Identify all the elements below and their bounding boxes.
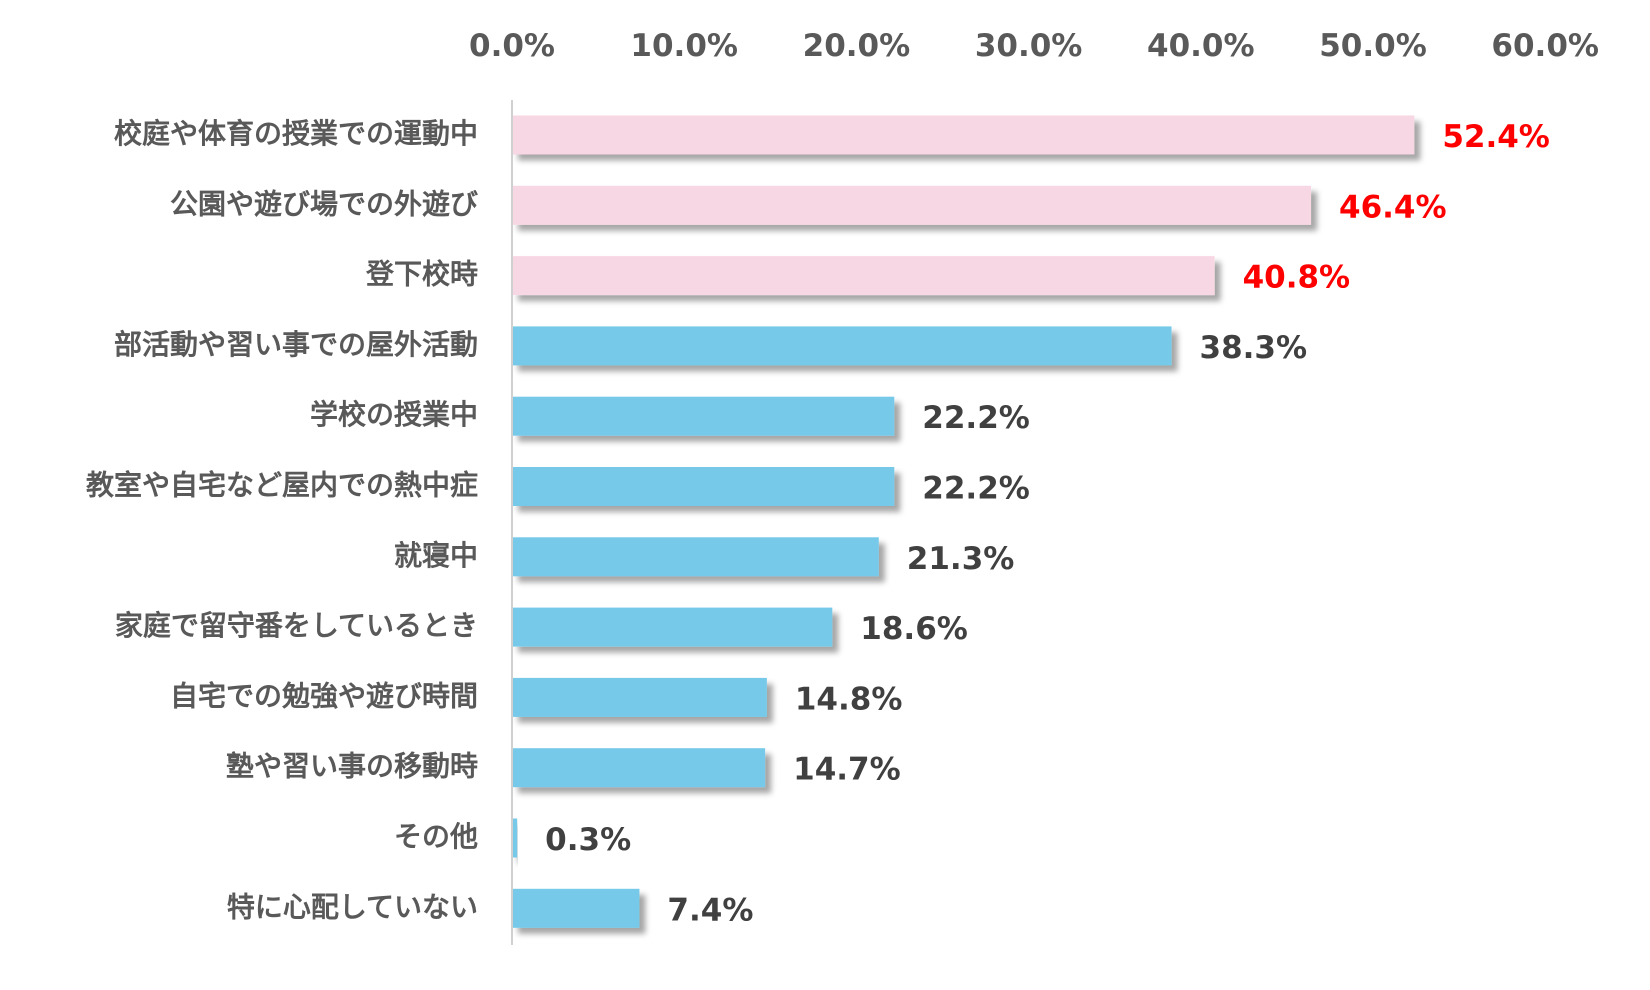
category-label: 校庭や体育の授業での運動中 xyxy=(114,117,478,150)
category-label: 登下校時 xyxy=(365,258,478,291)
bar xyxy=(512,115,1415,155)
value-label: 18.6% xyxy=(860,611,968,647)
value-label: 52.4% xyxy=(1442,119,1550,155)
bar xyxy=(512,888,640,928)
category-labels: 校庭や体育の授業での運動中公園や遊び場での外遊び登下校時部活動や習い事での屋外活… xyxy=(86,117,478,923)
value-labels: 52.4% 46.4% 40.8% 38.3% 22.2% 22.2% 21.3% 18.6%… xyxy=(545,119,1550,928)
value-label: 7.4% xyxy=(667,892,753,928)
bar xyxy=(512,607,833,647)
bar xyxy=(512,467,895,506)
x-tick-label: 50.0% xyxy=(1319,28,1427,64)
bar xyxy=(512,537,879,577)
x-tick-label: 60.0% xyxy=(1491,28,1599,64)
category-label: 特に心配していない xyxy=(227,890,478,923)
x-tick-label: 0.0% xyxy=(469,28,555,64)
x-tick-label: 10.0% xyxy=(630,28,738,64)
value-label: 38.3% xyxy=(1200,330,1308,366)
value-label: 22.2% xyxy=(922,471,1030,507)
category-label: 家庭で留守番をしているとき xyxy=(115,609,478,642)
bar xyxy=(512,326,1172,366)
value-label: 14.7% xyxy=(793,752,901,788)
value-label: 46.4% xyxy=(1339,189,1447,225)
x-tick-label: 20.0% xyxy=(803,28,911,64)
category-label: その他 xyxy=(394,820,478,853)
category-label: 就寝中 xyxy=(394,539,478,572)
bar xyxy=(512,677,767,717)
bar xyxy=(512,748,766,788)
category-label: 学校の授業中 xyxy=(310,398,478,431)
value-label: 0.3% xyxy=(545,822,631,858)
value-label: 14.8% xyxy=(795,681,903,717)
bar xyxy=(512,818,518,858)
value-label: 40.8% xyxy=(1243,260,1351,296)
category-label: 塾や習い事の移動時 xyxy=(226,750,478,783)
category-label: 教室や自宅など屋内での熱中症 xyxy=(86,469,478,502)
bars xyxy=(512,115,1415,928)
bar xyxy=(512,256,1215,296)
category-label: 自宅での勉強や遊び時間 xyxy=(170,679,478,712)
x-tick-label: 40.0% xyxy=(1147,28,1255,64)
bar xyxy=(512,185,1312,225)
x-tick-label: 30.0% xyxy=(975,28,1083,64)
category-label: 公園や遊び場での外遊び xyxy=(170,187,478,220)
value-label: 21.3% xyxy=(907,541,1015,577)
bar xyxy=(512,396,895,436)
category-label: 部活動や習い事での屋外活動 xyxy=(114,328,478,361)
x-axis-ticks: 0.0% 10.0% 20.0% 30.0% 40.0% 50.0% 60.0% xyxy=(469,28,1599,64)
value-label: 22.2% xyxy=(922,400,1030,436)
